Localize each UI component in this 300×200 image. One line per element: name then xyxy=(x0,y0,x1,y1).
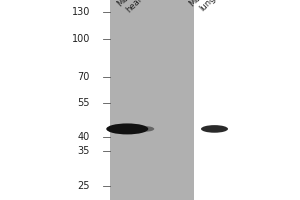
Bar xyxy=(110,0,194,200)
Ellipse shape xyxy=(106,123,148,134)
Text: 130: 130 xyxy=(72,7,90,17)
Ellipse shape xyxy=(136,126,154,132)
Text: Mouse
lung: Mouse lung xyxy=(187,0,220,16)
Text: 70: 70 xyxy=(78,72,90,82)
Ellipse shape xyxy=(201,125,228,133)
Text: 100: 100 xyxy=(72,34,90,44)
Text: Mouse
heart: Mouse heart xyxy=(115,0,148,16)
Text: 40: 40 xyxy=(78,132,90,142)
Text: 25: 25 xyxy=(77,181,90,191)
Text: 55: 55 xyxy=(77,98,90,108)
Text: 35: 35 xyxy=(78,146,90,156)
